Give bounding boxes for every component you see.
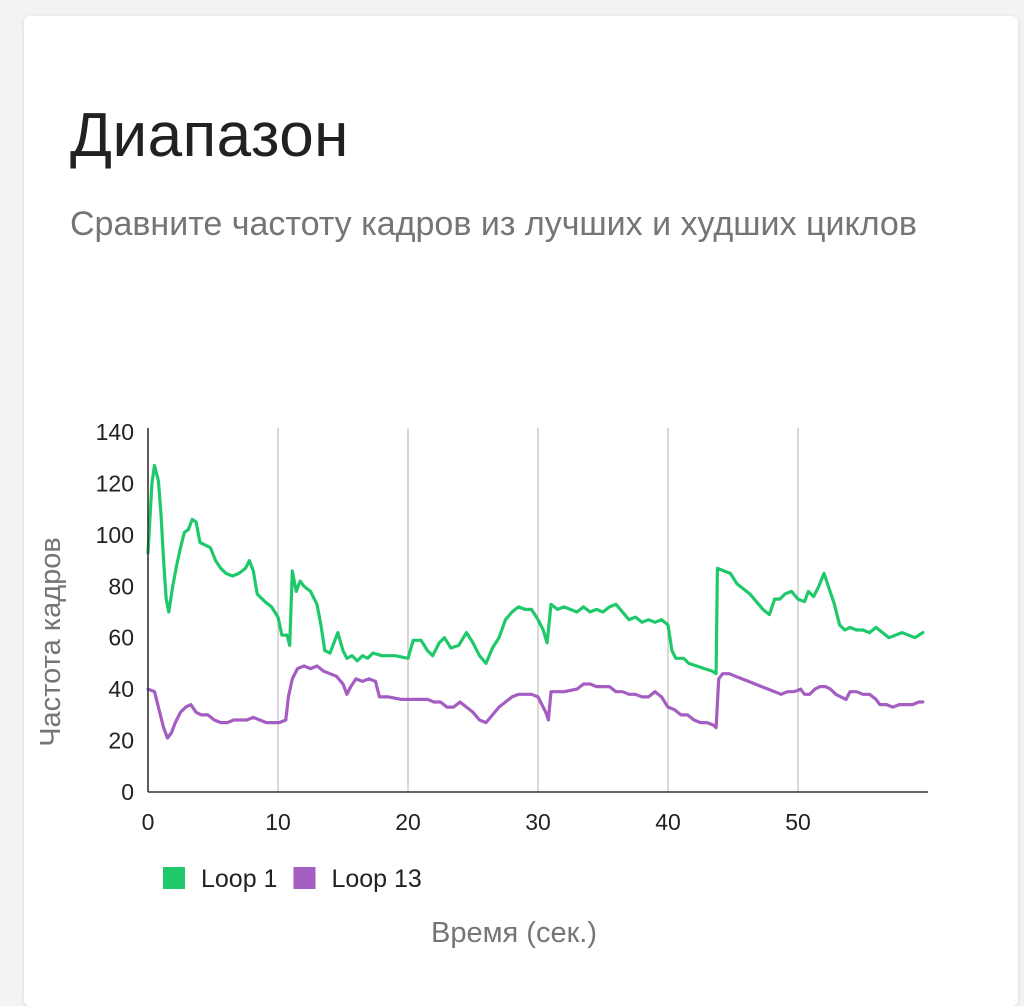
x-axis-title: Время (сек.) — [431, 917, 597, 949]
legend-item-1: Loop 1 — [163, 865, 277, 893]
legend-label: Loop 1 — [201, 865, 277, 893]
y-tick-label-120: 120 — [96, 470, 134, 496]
y-axis-title: Частота кадров — [35, 537, 67, 747]
legend-swatch — [163, 867, 185, 889]
y-tick-label-100: 100 — [96, 522, 134, 548]
legend-item-2: Loop 13 — [293, 865, 422, 893]
series-line-2 — [146, 664, 925, 740]
y-tick-label-20: 20 — [108, 728, 134, 754]
y-tick-label-140: 140 — [96, 419, 134, 445]
card-subtitle: Сравните частоту кадров из лучших и худш… — [70, 205, 917, 243]
legend-label: Loop 13 — [331, 865, 421, 893]
series-line-1 — [146, 463, 925, 676]
axis-layer: 0 20 40 60 80 100 120 140 0 10 20 30 40 50 — [96, 419, 928, 835]
chart-card: Диапазон Сравните частоту кадров из лучш… — [24, 16, 1018, 1006]
x-tick-label-0: 0 — [142, 809, 155, 835]
x-tick-label-40: 40 — [655, 809, 681, 835]
y-tick-label-60: 60 — [108, 625, 134, 651]
y-tick-label-40: 40 — [108, 676, 134, 702]
legend-layer: Loop 1 Loop 13 — [163, 865, 422, 893]
x-tick-label-50: 50 — [785, 809, 811, 835]
series-layer — [146, 463, 925, 740]
y-tick-label-0: 0 — [121, 779, 134, 805]
x-tick-label-10: 10 — [265, 809, 291, 835]
grid-layer — [277, 428, 799, 792]
legend-swatch — [293, 867, 316, 889]
y-tick-label-80: 80 — [108, 573, 134, 599]
x-tick-label-30: 30 — [525, 809, 551, 835]
card-title: Диапазон — [70, 101, 349, 170]
x-tick-label-20: 20 — [395, 809, 421, 835]
